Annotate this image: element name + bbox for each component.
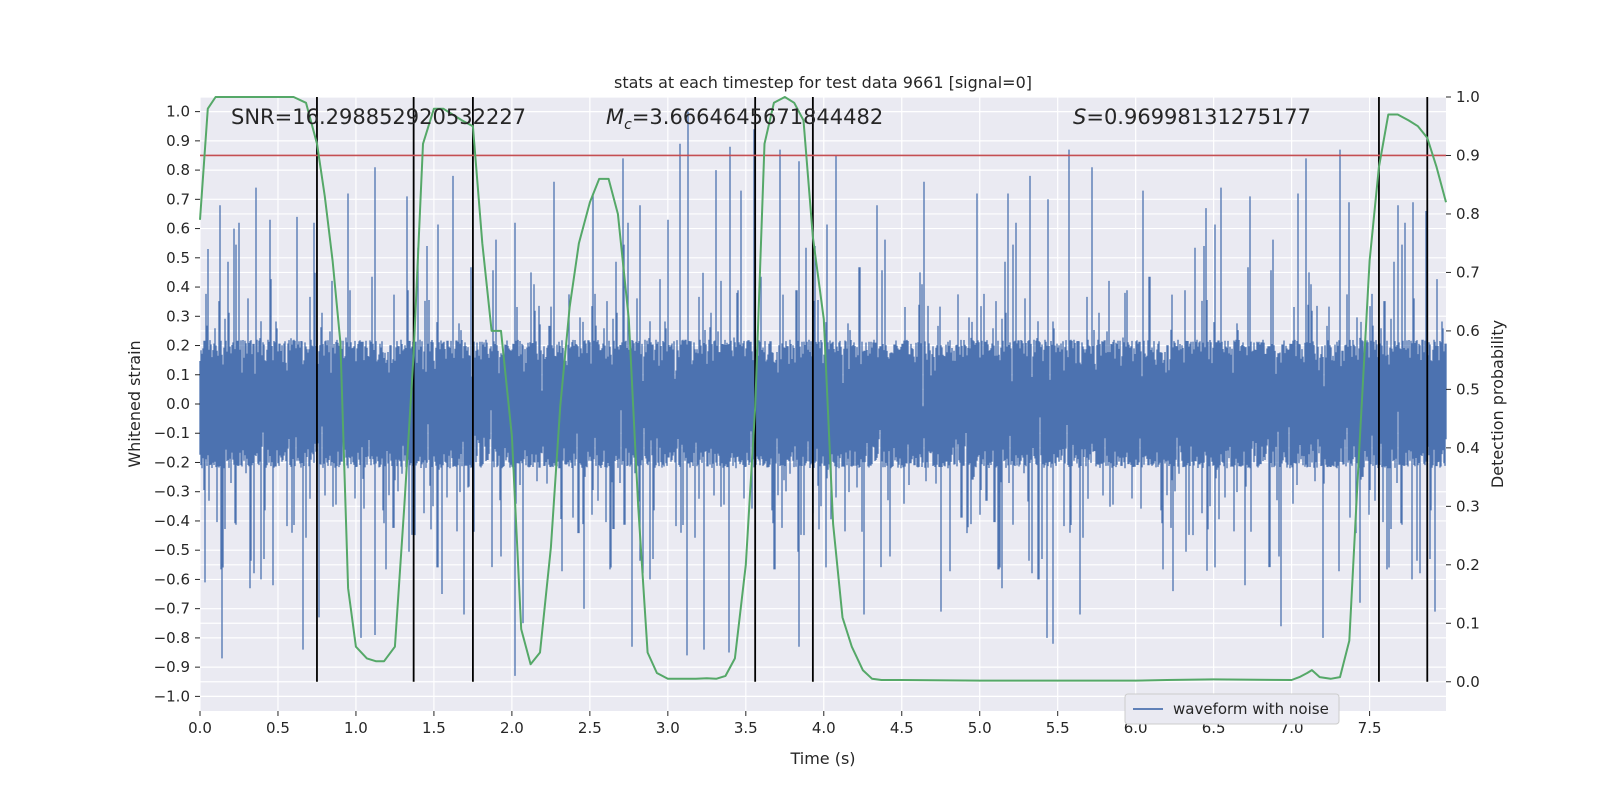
x-tick-label: 1.5: [422, 719, 446, 737]
x-tick-label: 3.5: [734, 719, 758, 737]
y-left-tick-label: −0.2: [154, 453, 190, 471]
chart-title: stats at each timestep for test data 966…: [614, 73, 1032, 92]
y-left-tick-label: −0.5: [154, 541, 190, 559]
detection-probability-series: [199, 96, 1447, 682]
legend: waveform with noise: [1124, 693, 1340, 725]
y-right-tick-label: 0.5: [1456, 380, 1480, 398]
y-right-tick-label: 0.1: [1456, 614, 1480, 632]
y-right-tick-label: 0.2: [1456, 556, 1480, 574]
y-right-tick-labels: 1.0 0.9 0.8 0.7 0.6 0.5 0.4 0.3 0.2 0.1 0.0: [1446, 88, 1480, 691]
s-value: =0.96998131275177: [1086, 105, 1311, 129]
y-left-tick-label: 0.6: [166, 220, 190, 238]
y-left-tick-label: 0.4: [166, 278, 190, 296]
x-tick-label: 2.0: [500, 719, 524, 737]
x-tick-label: 4.0: [812, 719, 836, 737]
x-tick-label: 1.0: [344, 719, 368, 737]
detection-probability-line: [199, 96, 1447, 682]
x-tick-label: 4.5: [890, 719, 914, 737]
y-left-tick-label: −0.7: [154, 600, 190, 618]
y-right-tick-label: 0.0: [1456, 673, 1480, 691]
snr-annotation: SNR=16.298852920532227: [231, 105, 526, 129]
x-tick-label: 0.0: [188, 719, 212, 737]
y-left-tick-label: −0.8: [154, 629, 190, 647]
chirp-mass-value: =3.6664645671844482: [632, 105, 883, 129]
y-right-tick-label: 0.4: [1456, 439, 1480, 457]
strain-trace: [199, 111, 1447, 676]
x-tick-labels: 0.0 0.5 1.0 1.5 2.0 2.5 3.0 3.5 4.0 4.5 5.0 5.5 6.0 6…: [188, 711, 1382, 737]
legend-label: waveform with noise: [1173, 700, 1329, 718]
y-left-tick-label: −0.6: [154, 570, 190, 588]
chirp-mass-subscript: c: [624, 117, 632, 133]
y-left-tick-label: 0.2: [166, 337, 190, 355]
y-left-tick-label: 0.8: [166, 161, 190, 179]
y-left-tick-label: 0.1: [166, 366, 190, 384]
x-tick-label: 5.5: [1046, 719, 1070, 737]
y-axis-label-right: Detection probability: [1488, 320, 1507, 488]
x-tick-label: 0.5: [266, 719, 290, 737]
y-left-tick-label: −0.1: [154, 424, 190, 442]
y-right-tick-label: 0.3: [1456, 497, 1480, 515]
y-axis-label-left: Whitened strain: [125, 340, 144, 467]
chirp-mass-symbol: M: [606, 105, 624, 129]
y-left-tick-label: 0.3: [166, 307, 190, 325]
y-left-tick-label: −0.9: [154, 658, 190, 676]
chirp-mass-annotation: Mc=3.6664645671844482: [606, 105, 883, 133]
strain-series: [199, 111, 1447, 676]
y-left-tick-label: 0.0: [166, 395, 190, 413]
s-annotation: S=0.96998131275177: [1073, 105, 1311, 129]
y-left-tick-label: 1.0: [166, 103, 190, 121]
x-tick-label: 7.5: [1358, 719, 1382, 737]
y-right-tick-label: 0.6: [1456, 322, 1480, 340]
y-left-tick-label: 0.7: [166, 190, 190, 208]
y-right-tick-label: 0.9: [1456, 146, 1480, 164]
y-left-tick-labels: 1.0 0.9 0.8 0.7 0.6 0.5 0.4 0.3 0.2 0.1 0.0 −0.1 −0.…: [154, 103, 200, 705]
legend-box: [1124, 693, 1340, 725]
y-left-tick-label: 0.9: [166, 132, 190, 150]
x-tick-label: 5.0: [968, 719, 992, 737]
y-left-tick-label: −0.4: [154, 512, 190, 530]
y-right-tick-label: 0.7: [1456, 263, 1480, 281]
x-axis-label: Time (s): [789, 749, 855, 768]
y-left-tick-label: 0.5: [166, 249, 190, 267]
y-left-tick-label: −0.3: [154, 483, 190, 501]
x-tick-label: 2.5: [578, 719, 602, 737]
s-symbol: S: [1073, 105, 1086, 129]
y-right-tick-label: 0.8: [1456, 205, 1480, 223]
y-right-tick-label: 1.0: [1456, 88, 1480, 106]
x-tick-label: 3.0: [656, 719, 680, 737]
y-left-tick-label: −1.0: [154, 687, 190, 705]
